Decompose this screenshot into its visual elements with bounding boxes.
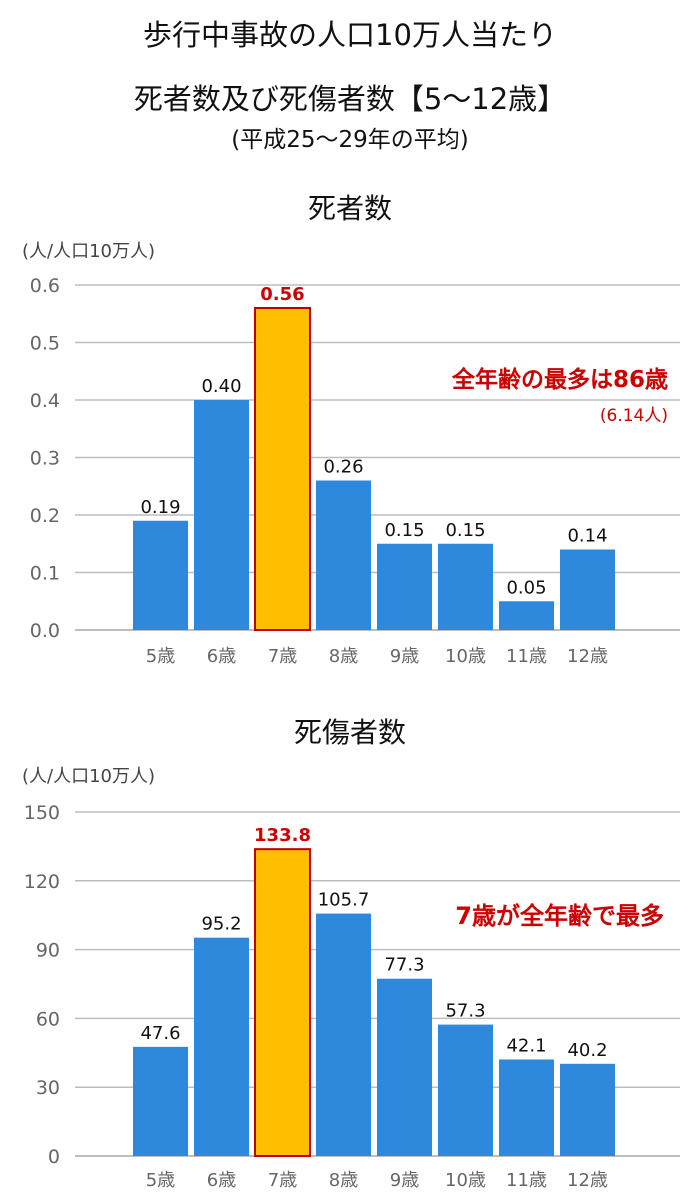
chart2-bar-12歳: [560, 1063, 615, 1156]
chart1-y-tick-label: 0.6: [30, 275, 60, 297]
chart2-x-tick-label: 9歳: [390, 1170, 419, 1191]
chart1-annotation: 全年齢の最多は86歳: [451, 366, 668, 393]
chart2-bar-9歳: [377, 978, 432, 1156]
chart1-x-tick-label: 12歳: [567, 646, 608, 667]
period-subtitle: (平成25〜29年の平均): [231, 127, 469, 153]
chart2-bar-7歳: [254, 848, 311, 1157]
chart1-x-tick-label: 9歳: [390, 646, 419, 667]
chart1-bar-5歳: [133, 520, 188, 630]
chart2-bar-8歳: [316, 913, 371, 1156]
chart1-bar-11歳: [499, 601, 554, 630]
chart2-annotation: 7歳が全年齢で最多: [455, 902, 664, 930]
chart1-y-tick-label: 0.3: [30, 448, 60, 470]
chart2-y-tick-label: 60: [36, 1008, 60, 1030]
chart2-y-tick-label: 120: [24, 871, 60, 893]
chart2-x-tick-label: 8歳: [329, 1170, 358, 1191]
chart2-value-label: 40.2: [567, 1040, 607, 1061]
chart1-y-tick-label: 0.2: [30, 505, 60, 527]
chart2-value-label: 77.3: [384, 955, 424, 976]
chart2-y-tick-label: 90: [36, 940, 60, 962]
chart1-bar-12歳: [560, 549, 615, 630]
chart2-x-tick-label: 10歳: [445, 1170, 486, 1191]
chart2-value-label: 42.1: [506, 1035, 546, 1056]
chart2-x-tick-label: 5歳: [146, 1170, 175, 1191]
chart2-x-tick-label: 12歳: [567, 1170, 608, 1191]
chart1-x-tick-label: 8歳: [329, 646, 358, 667]
chart2-value-label: 105.7: [318, 890, 370, 911]
chart2-bar-11歳: [499, 1059, 554, 1156]
chart1-bar-7歳: [254, 307, 311, 631]
chart2-y-tick-label: 0: [48, 1146, 60, 1168]
chart2-title: 死傷者数: [294, 716, 406, 749]
chart2-value-label: 57.3: [445, 1001, 485, 1022]
chart1-bar-6歳: [194, 400, 249, 630]
chart1-y-tick-label: 0.1: [30, 563, 60, 585]
chart2-bar-10歳: [438, 1024, 493, 1156]
chart1-x-tick-label: 5歳: [146, 646, 175, 667]
main-title-line2: 死者数及び死傷者数【5〜12歳】: [133, 82, 567, 116]
chart1-bar-10歳: [438, 543, 493, 630]
chart1-bar-9歳: [377, 543, 432, 630]
chart2-value-label: 95.2: [201, 914, 241, 935]
chart2-x-tick-label: 7歳: [268, 1170, 297, 1191]
chart2-y-tick-label: 150: [24, 802, 60, 824]
chart1-annotation-sub: (6.14人): [600, 406, 668, 426]
chart1-value-label: 0.14: [567, 526, 607, 547]
chart1-value-label: 0.40: [201, 376, 241, 397]
chart2-value-label: 133.8: [254, 825, 311, 846]
chart2-value-label: 47.6: [140, 1023, 180, 1044]
chart1-y-tick-label: 0.5: [30, 333, 60, 355]
chart1-y-tick-label: 0.0: [30, 620, 60, 642]
chart1-title: 死者数: [308, 192, 392, 225]
chart1-x-tick-label: 7歳: [268, 646, 297, 667]
chart1-y-unit-label: (人/人口10万人): [22, 241, 155, 262]
chart1-value-label: 0.15: [384, 520, 424, 541]
chart1-x-tick-label: 6歳: [207, 646, 236, 667]
chart1-value-label: 0.56: [260, 284, 304, 305]
chart2-bar-5歳: [133, 1046, 188, 1156]
chart1-value-label: 0.15: [445, 520, 485, 541]
chart1-value-label: 0.05: [506, 577, 546, 598]
chart1-y-tick-label: 0.4: [30, 390, 60, 412]
chart2-x-tick-label: 11歳: [506, 1170, 547, 1191]
main-title-line1: 歩行中事故の人口10万人当たり: [143, 18, 557, 52]
chart1-value-label: 0.26: [323, 457, 363, 478]
chart2-y-unit-label: (人/人口10万人): [22, 766, 155, 787]
chart1-bar-8歳: [316, 480, 371, 630]
chart1-x-tick-label: 11歳: [506, 646, 547, 667]
chart2-y-tick-label: 30: [36, 1077, 60, 1099]
chart1-x-tick-label: 10歳: [445, 646, 486, 667]
chart2-bar-6歳: [194, 937, 249, 1156]
chart1-value-label: 0.19: [140, 497, 180, 518]
chart2-x-tick-label: 6歳: [207, 1170, 236, 1191]
